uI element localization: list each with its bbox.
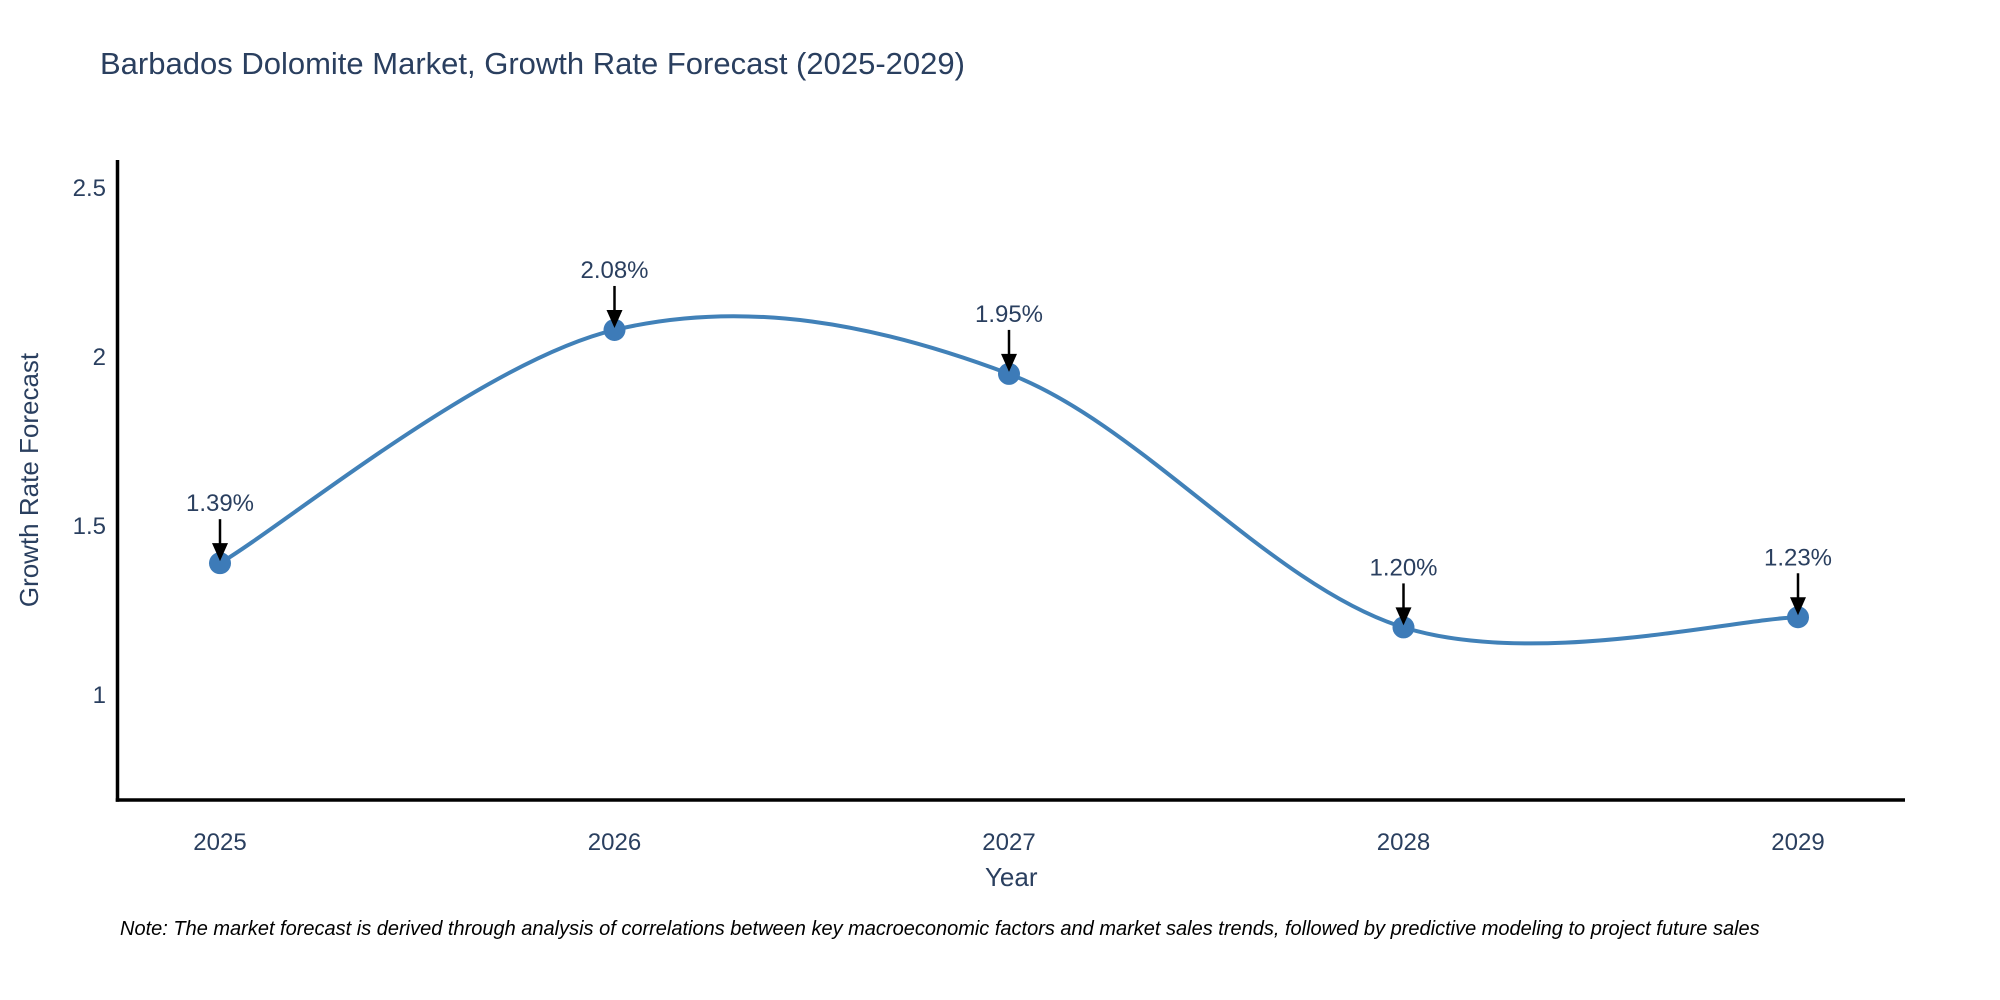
annotation-arrow-head (1395, 607, 1412, 626)
y-axis-title: Growth Rate Forecast (14, 352, 44, 607)
y-tick-label: 1 (93, 682, 106, 709)
annotation-arrow-head (212, 543, 228, 562)
annotation-arrow-head (606, 309, 623, 328)
annotation-label: 2.08% (580, 257, 648, 284)
y-tick-label: 2 (93, 344, 106, 371)
annotation-label: 1.95% (975, 301, 1043, 328)
chart-title: Barbados Dolomite Market, Growth Rate Fo… (100, 46, 965, 81)
annotation-label: 1.20% (1369, 554, 1437, 581)
x-tick-label: 2029 (1771, 829, 1824, 856)
y-tick-label: 1.5 (73, 513, 106, 540)
x-tick-label: 2025 (193, 829, 246, 856)
annotation-arrow-head (1790, 597, 1806, 616)
y-tick-label: 2.5 (73, 175, 106, 202)
annotation-arrow-head (1001, 353, 1017, 372)
data-point-marker (1392, 616, 1415, 639)
annotation-label: 1.39% (186, 490, 254, 517)
x-tick-label: 2026 (588, 829, 641, 856)
x-axis-title: Year (985, 862, 1038, 892)
x-tick-label: 2028 (1377, 829, 1430, 856)
data-point-marker (603, 318, 626, 341)
footnote: Note: The market forecast is derived thr… (120, 918, 1760, 940)
annotation-label: 1.23% (1764, 544, 1832, 571)
x-tick-label: 2027 (982, 829, 1035, 856)
data-point-marker (1787, 606, 1809, 629)
data-point-marker (209, 552, 231, 575)
data-point-marker (998, 362, 1020, 385)
